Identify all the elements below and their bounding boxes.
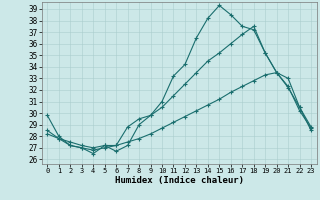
X-axis label: Humidex (Indice chaleur): Humidex (Indice chaleur) <box>115 176 244 185</box>
